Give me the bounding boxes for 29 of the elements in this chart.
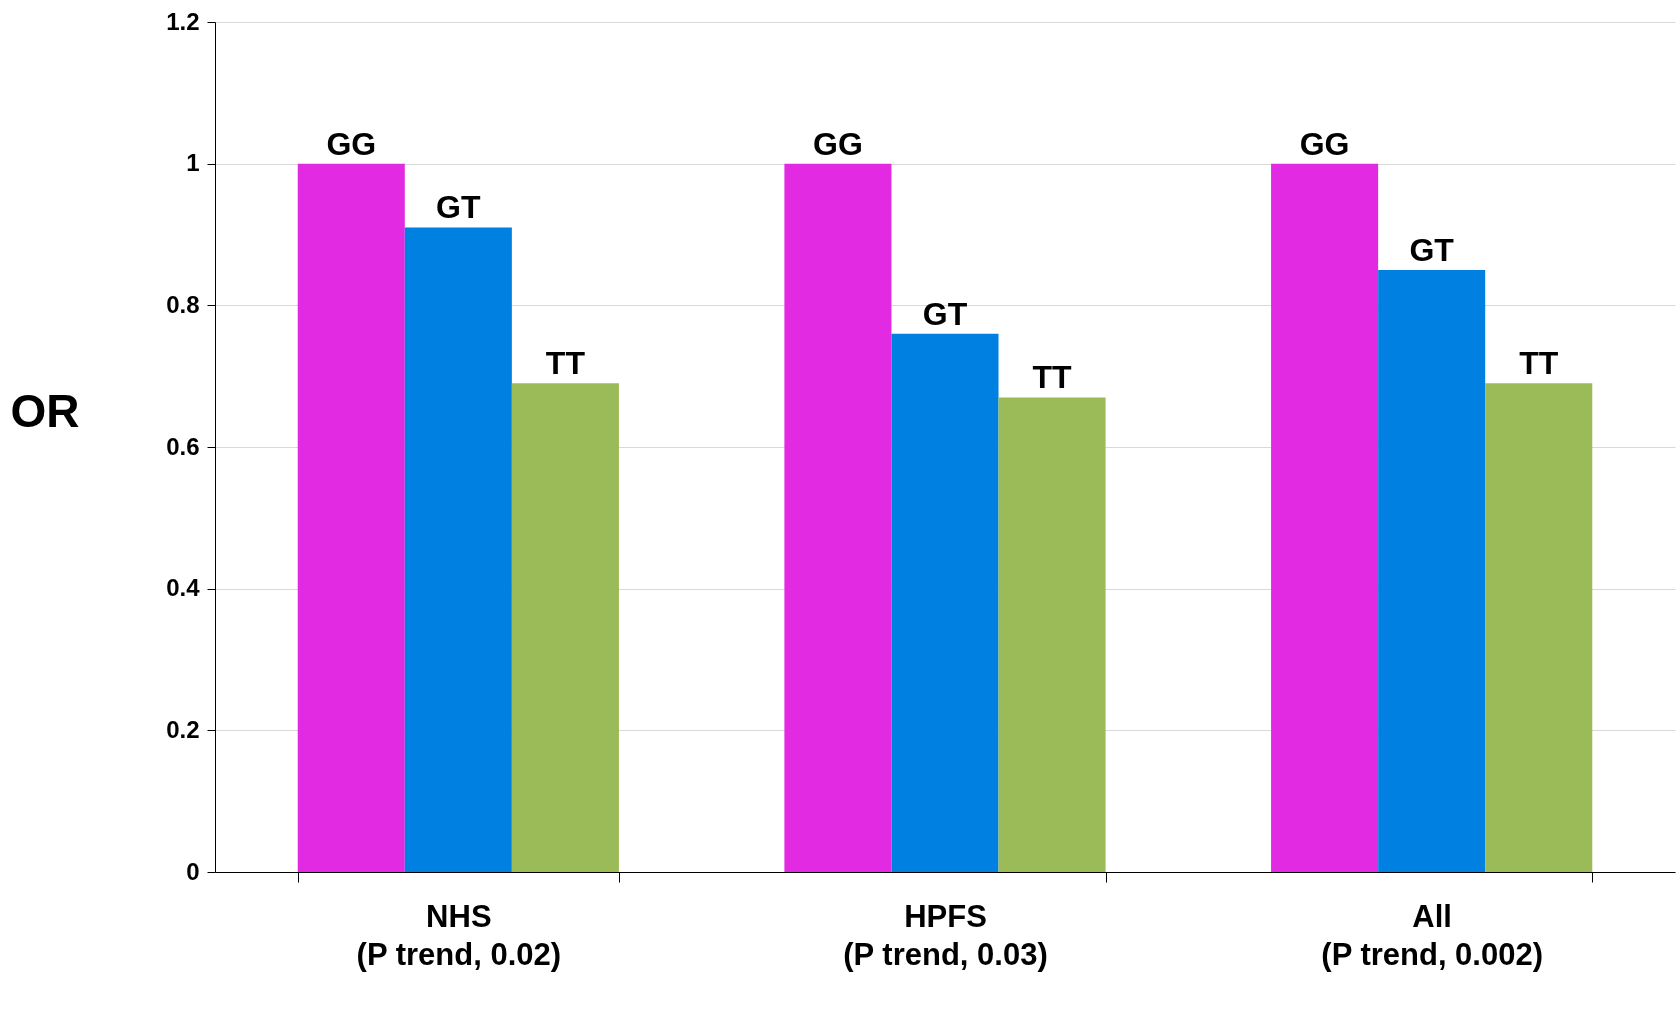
bar <box>297 163 405 872</box>
text: GG <box>1299 125 1350 162</box>
bar <box>1271 163 1379 872</box>
y-tick-label: 0.4 <box>166 574 201 602</box>
y-tick-label: 1.2 <box>166 7 200 35</box>
y-tick-label: 0 <box>186 857 200 885</box>
bar <box>784 163 892 872</box>
text: GT <box>922 295 968 332</box>
x-tick-label: All (P trend, 0.002) <box>1321 898 1544 972</box>
bar <box>1485 383 1593 872</box>
text: TT <box>1032 359 1072 396</box>
text: GT <box>1409 231 1454 268</box>
bar <box>511 383 619 872</box>
y-tick-label: 0.2 <box>166 715 200 743</box>
y-axis-title: OR <box>10 384 80 437</box>
y-tick-label: 1 <box>186 149 200 177</box>
series-label: GG <box>326 125 377 162</box>
bar <box>998 397 1106 872</box>
y-tick-label: 0.8 <box>166 290 200 318</box>
series-label: TT <box>545 345 586 382</box>
series-label: GT <box>436 189 482 226</box>
bar <box>404 227 512 872</box>
bar <box>1378 269 1486 872</box>
x-tick-label: HPFS (P trend, 0.03) <box>843 898 1048 972</box>
bar <box>891 333 999 872</box>
y-tick-label: 0.6 <box>166 432 200 460</box>
text: TT <box>1519 345 1559 382</box>
text: GG <box>813 125 863 162</box>
x-tick-label: NHS (P trend, 0.02) <box>356 898 562 972</box>
